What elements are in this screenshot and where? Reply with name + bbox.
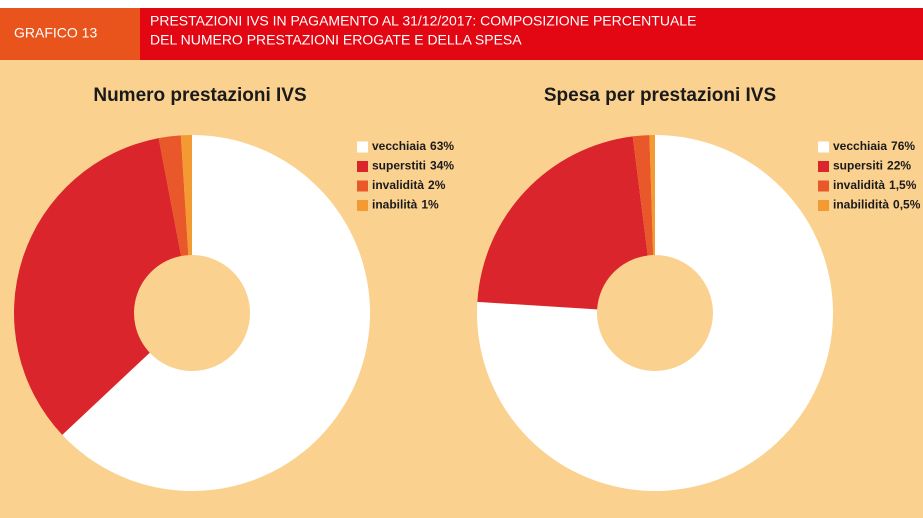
legend-value: 2% [428,178,446,192]
legend-name: inabilità [372,198,418,212]
donut-slice [477,136,648,310]
legend-swatch [357,141,368,153]
legend-swatch [818,200,829,211]
legend-entry: invalidità 2% [372,178,446,192]
legend-entry: vecchiaia 63% [372,139,454,153]
legend-entry: inabilidità 0,5% [833,198,921,212]
legend-name: supersiti [833,159,883,173]
legend-value: 22% [887,159,911,173]
legend-value: 1,5% [889,178,917,192]
legend-value: 34% [430,159,454,173]
donut-slice [14,138,182,435]
legend-value: 1% [421,198,439,212]
chart-title: Numero prestazioni IVS [93,85,306,106]
legend-swatch [357,200,368,211]
legend-name: invalidità [372,178,424,192]
header-title-box [140,8,923,60]
legend-swatch [818,180,829,192]
header-label: GRAFICO 13 [14,25,97,41]
donut-slice [649,135,655,256]
donut-slice [158,135,189,257]
legend-entry: supersiti 22% [833,159,911,173]
header-title: PRESTAZIONI IVS IN PAGAMENTO AL 31/12/20… [150,13,696,29]
legend-name: vecchiaia [372,139,426,153]
legend-swatch [357,180,368,192]
legend-swatch [818,161,829,172]
legend-value: 0,5% [893,198,921,212]
donut-slice [62,135,370,492]
legend-entry: invalidità 1,5% [833,178,917,192]
legend-swatch [357,161,368,172]
legend-name: invalidità [833,178,885,192]
donut-slice [180,135,192,256]
legend-name: vecchiaia [833,139,887,153]
header-label-box [0,8,140,60]
donut-slice [632,135,654,256]
legend-entry: superstiti 34% [372,159,454,173]
legend-name: inabilidità [833,198,889,212]
legend-entry: vecchiaia 76% [833,139,915,153]
legend-value: 63% [430,139,454,153]
legend-value: 76% [891,139,915,153]
header-title: DEL NUMERO PRESTAZIONI EROGATE E DELLA S… [150,32,522,48]
legend-name: superstiti [372,159,426,173]
chart-title: Spesa per prestazioni IVS [544,85,776,106]
legend-entry: inabilità 1% [372,198,439,212]
legend-swatch [818,141,829,153]
donut-slice [477,135,833,491]
